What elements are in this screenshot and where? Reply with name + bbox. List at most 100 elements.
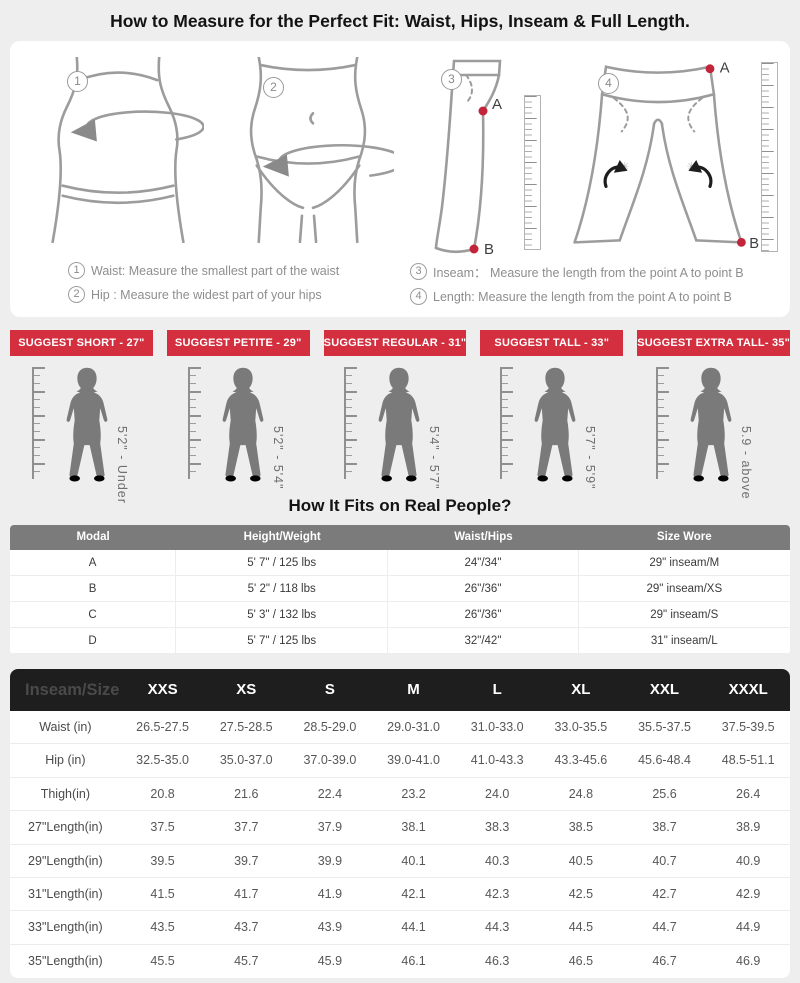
- data-cell: 24.8: [539, 778, 623, 812]
- ruler-icon: [656, 367, 669, 479]
- data-cell: 35.0-37.0: [204, 744, 289, 778]
- column-header: Height/Weight: [176, 525, 389, 550]
- data-cell: 43.9: [288, 911, 372, 945]
- row-label: Thigh(in): [10, 778, 121, 812]
- data-cell: 5' 7" / 125 lbs: [176, 550, 389, 576]
- data-cell: 42.1: [371, 878, 456, 912]
- data-cell: 37.0-39.0: [288, 744, 372, 778]
- height-figure: 5.9 - above: [634, 361, 790, 500]
- data-cell: 43.5: [120, 911, 205, 945]
- svg-text:A: A: [492, 96, 502, 113]
- data-cell: 43.3-45.6: [539, 744, 623, 778]
- data-cell: 45.6-48.4: [622, 744, 707, 778]
- data-cell: 35.5-37.5: [622, 711, 707, 745]
- column-header: S: [288, 669, 372, 711]
- instruction-text: Inseam： Measure the length from the poin…: [433, 266, 744, 280]
- hip-measure-illustration: [249, 57, 394, 243]
- data-cell: 26"/36": [388, 576, 579, 602]
- row-label: B: [10, 576, 177, 602]
- data-cell: 38.1: [371, 811, 456, 845]
- height-range-label: 5.9 - above: [739, 426, 753, 500]
- ruler-icon: [500, 367, 513, 479]
- data-cell: 32"/42": [388, 628, 579, 654]
- data-cell: 40.9: [706, 845, 790, 878]
- measure-guide-panel: A B ✳ ✳: [10, 41, 790, 317]
- column-header: XS: [204, 669, 289, 711]
- column-header: Waist/Hips: [388, 525, 579, 550]
- step-3-badge: 3: [441, 69, 462, 90]
- data-cell: 41.9: [288, 878, 372, 912]
- data-cell: 29" inseam/XS: [578, 576, 790, 602]
- suggest-extra-tall-banner[interactable]: SUGGEST EXTRA TALL- 35": [637, 330, 791, 356]
- real-people-fit-table: Modal Height/Weight Waist/Hips Size Wore A 5'…: [10, 525, 790, 654]
- height-figure: 5'2" - Under: [10, 361, 166, 504]
- instruction-text: Length: Measure the length from the poin…: [433, 289, 732, 304]
- height-figure: 5'2" - 5'4": [166, 361, 322, 490]
- data-cell: 5' 7" / 125 lbs: [176, 628, 389, 654]
- suggest-tall-banner[interactable]: SUGGEST TALL - 33": [480, 330, 624, 356]
- data-cell: 44.5: [539, 911, 623, 945]
- data-cell: 31" inseam/L: [578, 628, 790, 654]
- data-cell: 24.0: [455, 778, 540, 812]
- column-header: Inseam/Size: [10, 669, 121, 711]
- data-cell: 37.5: [120, 811, 205, 845]
- data-cell: 38.9: [706, 811, 790, 845]
- circled-4-icon: 4: [410, 288, 427, 305]
- suggest-regular-banner[interactable]: SUGGEST REGULAR - 31": [323, 330, 467, 356]
- data-cell: 29" inseam/M: [578, 550, 790, 576]
- data-cell: 5' 3" / 132 lbs: [176, 602, 389, 628]
- circled-1-icon: 1: [68, 262, 85, 279]
- height-range-label: 5'4" - 5'7": [427, 426, 441, 490]
- inseam-suggestion-bar: SUGGEST SHORT - 27" SUGGEST PETITE - 29"…: [10, 330, 791, 356]
- woman-silhouette-icon: [222, 367, 264, 482]
- column-header: XXXL: [706, 669, 790, 711]
- data-cell: 22.4: [288, 778, 372, 812]
- data-cell: 46.3: [485, 953, 510, 968]
- data-cell: 29.0-31.0: [371, 711, 456, 745]
- column-header: XXL: [622, 669, 707, 711]
- step-2-badge: 2: [263, 77, 284, 98]
- data-cell: 5' 2" / 118 lbs: [176, 576, 389, 602]
- data-cell: 31.0-33.0: [455, 711, 540, 745]
- waist-measure-illustration: [51, 57, 204, 243]
- fit-section-heading: How It Fits on Real People?: [288, 496, 512, 515]
- height-figure: 5'7" - 5'9": [478, 361, 634, 490]
- row-label: 29"Length(in): [10, 845, 121, 878]
- measure-instructions: 1 Waist: Measure the smallest part of th…: [10, 262, 790, 305]
- data-cell: 41.7: [204, 878, 289, 912]
- measure-illustrations: A B ✳ ✳: [10, 41, 790, 257]
- data-cell: 42.9: [706, 878, 790, 912]
- data-cell: 32.5-35.0: [120, 744, 205, 778]
- data-cell: 24"/34": [388, 550, 579, 576]
- ruler-icon: [344, 367, 357, 479]
- data-cell: 27.5-28.5: [204, 711, 289, 745]
- data-cell: 33.0-35.5: [539, 711, 623, 745]
- data-cell: 40.5: [539, 845, 623, 878]
- column-header: Size Wore: [578, 525, 790, 550]
- data-cell: 41.5: [120, 878, 205, 912]
- row-label: 27"Length(in): [10, 811, 121, 845]
- column-header: L: [455, 669, 540, 711]
- data-cell: 44.7: [622, 911, 707, 945]
- data-cell: 26.4: [706, 778, 790, 812]
- length-measure-illustration: ✳ ✳ A B: [555, 57, 778, 257]
- column-header: Modal: [10, 525, 177, 550]
- row-label: Waist (in): [10, 711, 121, 745]
- woman-silhouette-icon: [66, 367, 108, 482]
- row-label: D: [10, 628, 177, 654]
- svg-text:B: B: [484, 241, 494, 257]
- data-cell: 48.5-51.1: [706, 744, 790, 778]
- data-cell: 39.5: [120, 845, 205, 878]
- data-cell: 46.5: [568, 953, 594, 968]
- suggest-petite-banner[interactable]: SUGGEST PETITE - 29": [166, 330, 310, 356]
- row-label: 35"Length(in): [28, 953, 103, 968]
- data-cell: 26"/36": [388, 602, 579, 628]
- data-cell: 20.8: [120, 778, 205, 812]
- woman-silhouette-icon: [378, 367, 420, 482]
- suggest-short-banner[interactable]: SUGGEST SHORT - 27": [10, 330, 153, 356]
- row-label: Hip (in): [10, 744, 121, 778]
- data-cell: 23.2: [371, 778, 456, 812]
- column-header: M: [371, 669, 456, 711]
- height-range-label: 5'2" - Under: [115, 426, 129, 504]
- data-cell: 38.5: [539, 811, 623, 845]
